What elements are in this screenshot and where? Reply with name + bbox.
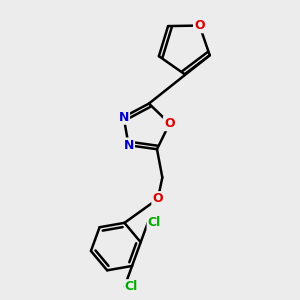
Text: O: O [164,117,175,130]
Text: N: N [123,139,134,152]
Text: O: O [153,192,163,206]
Text: N: N [118,110,129,124]
Text: Cl: Cl [148,216,161,229]
Text: Cl: Cl [124,280,138,293]
Text: O: O [194,19,205,32]
